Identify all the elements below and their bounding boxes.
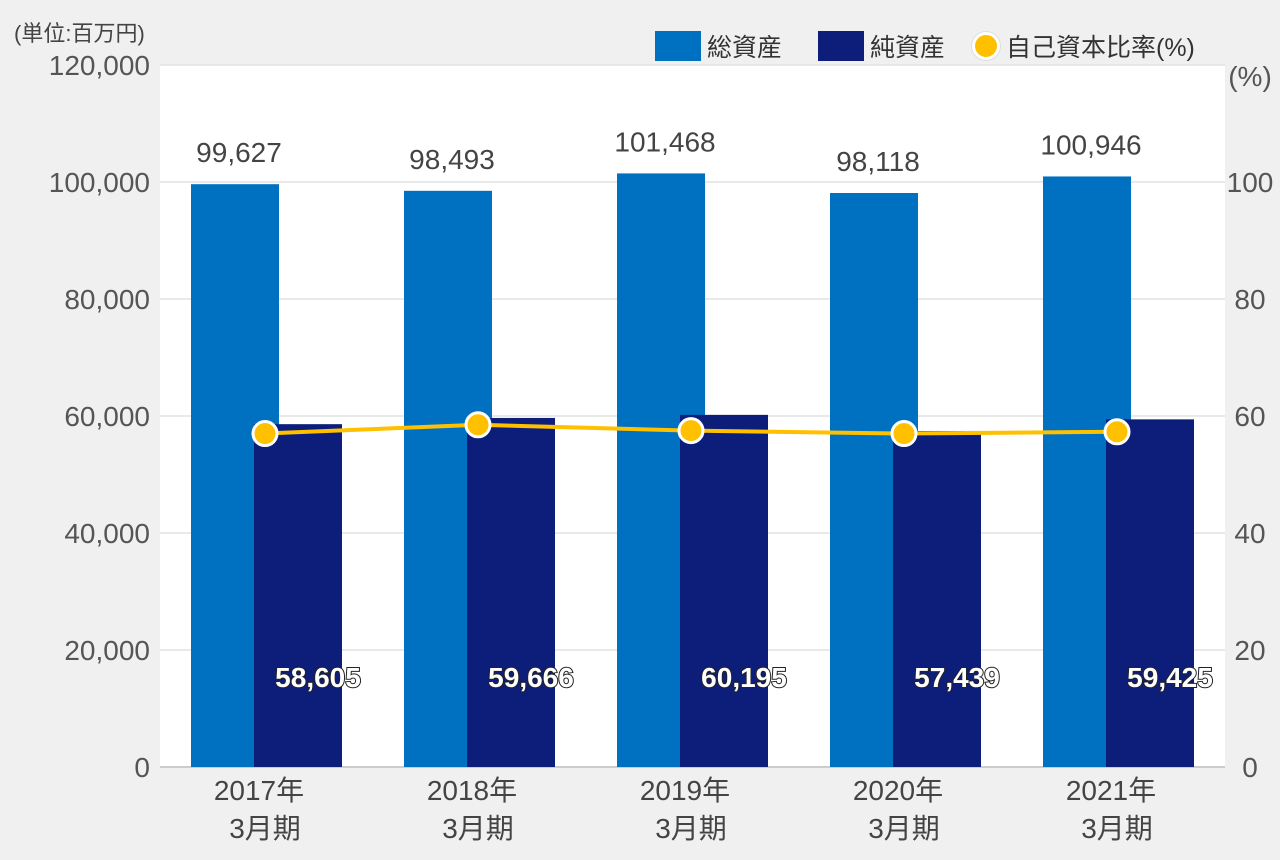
bar-net-assets [467, 417, 555, 767]
y-tick-label: 80,000 [64, 284, 150, 315]
x-tick-label-year: 2018年 [427, 775, 517, 806]
x-tick-label-period: 3月期 [229, 813, 301, 844]
x-tick-label-year: 2020年 [853, 775, 943, 806]
x-tick-label-year: 2019年 [640, 775, 730, 806]
bar-net-assets [254, 424, 342, 767]
x-tick-label-period: 3月期 [655, 813, 727, 844]
x-tick-label-year: 2017年 [214, 775, 304, 806]
point-equity-ratio [464, 411, 492, 439]
bar-net-assets [893, 430, 981, 767]
y-tick-label: 20,000 [64, 635, 150, 666]
point-equity-ratio [677, 417, 705, 445]
data-label-net-assets: 58,605 [275, 662, 361, 693]
data-label-total-assets: 98,118 [836, 146, 920, 177]
data-label-total-assets: 101,468 [614, 126, 715, 157]
point-equity-ratio [1103, 418, 1131, 446]
point-equity-ratio [251, 420, 279, 448]
legend-marker-equity-ratio [972, 32, 1000, 60]
y-tick-label: 40,000 [64, 518, 150, 549]
legend-label-net-assets: 純資産 [870, 34, 946, 62]
y2-tick-label: 100 [1227, 167, 1274, 198]
bar-net-assets [680, 414, 768, 767]
legend-label-total-assets: 総資産 [707, 34, 783, 62]
data-label-net-assets: 60,195 [701, 662, 787, 693]
point-equity-ratio [890, 420, 918, 448]
bar-net-assets [1106, 419, 1194, 767]
data-label-total-assets: 100,946 [1040, 129, 1141, 160]
y2-tick-label: 0 [1242, 752, 1258, 783]
data-label-total-assets: 98,493 [409, 144, 495, 175]
legend-swatch-total-assets [655, 31, 701, 61]
y-tick-label: 0 [134, 752, 150, 783]
legend-swatch-net-assets [818, 31, 864, 61]
legend-item-equity-ratio: 自己資本比率(%) [972, 28, 1195, 64]
data-label-net-assets: 59,666 [488, 662, 574, 693]
data-label-net-assets: 59,425 [1127, 662, 1213, 693]
x-tick-label-year: 2021年 [1066, 775, 1156, 806]
unit-label: (単位:百万円) [14, 21, 145, 46]
y2-tick-label: 20 [1234, 635, 1265, 666]
right-axis-unit: (%) [1228, 61, 1272, 92]
data-label-total-assets: 99,627 [196, 137, 282, 168]
y-tick-label: 100,000 [49, 167, 150, 198]
legend-item-total-assets: 総資産 [655, 28, 782, 64]
x-tick-label-period: 3月期 [868, 813, 940, 844]
y-tick-label: 60,000 [64, 401, 150, 432]
x-tick-label-period: 3月期 [1081, 813, 1153, 844]
y2-tick-label: 60 [1234, 401, 1265, 432]
data-label-net-assets: 57,439 [914, 662, 1000, 693]
legend-label-equity-ratio: 自己資本比率(%) [1006, 34, 1195, 62]
y2-tick-label: 80 [1234, 284, 1265, 315]
y2-tick-label: 40 [1234, 518, 1265, 549]
y-tick-label: 120,000 [49, 50, 150, 81]
x-tick-label-period: 3月期 [442, 813, 514, 844]
legend-item-net-assets: 純資産 [818, 28, 945, 64]
